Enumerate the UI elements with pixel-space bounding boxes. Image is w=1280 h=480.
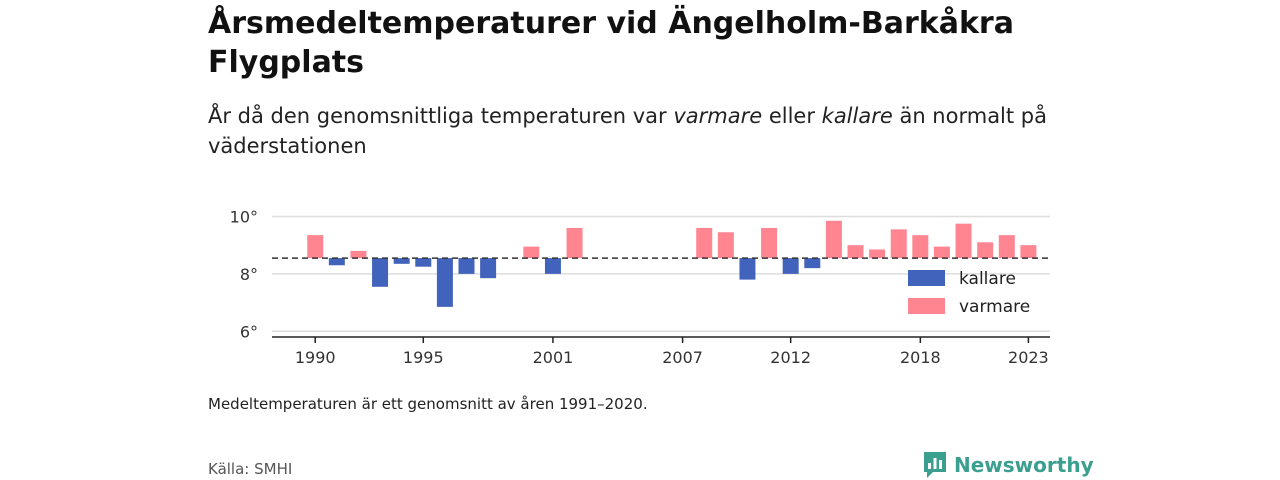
bar-colder	[804, 258, 821, 269]
x-tick-label: 2023	[1008, 348, 1049, 367]
chart-title: Årsmedeltemperaturer vid Ängelholm-Barkå…	[208, 6, 1014, 80]
bar-warmer	[825, 220, 842, 259]
x-tick-label: 2018	[900, 348, 941, 367]
subtitle-warm-word: varmare	[673, 104, 763, 128]
bar-warmer	[566, 227, 583, 259]
source-credit: Källa: SMHI	[208, 460, 293, 478]
y-tick-label: 10°	[230, 207, 258, 226]
x-tick-label: 1990	[295, 348, 336, 367]
chart-subtitle: År då den genomsnittliga temperaturen va…	[208, 101, 1068, 161]
bar-colder	[393, 258, 410, 264]
bar-warmer	[847, 245, 864, 259]
x-tick-label: 2001	[533, 348, 574, 367]
x-tick-label: 2007	[662, 348, 703, 367]
bar-warmer	[717, 232, 734, 259]
bar-colder	[372, 258, 389, 287]
bar-colder	[328, 258, 345, 266]
legend-label-cold: kallare	[959, 269, 1016, 289]
bar-colder	[458, 258, 475, 274]
newsworthy-logo: Newsworthy	[922, 450, 1094, 480]
subtitle-text-1: År då den genomsnittliga temperaturen va…	[208, 104, 674, 128]
subtitle-cold-word: kallare	[821, 104, 893, 128]
bar-colder	[739, 258, 756, 280]
subtitle-text-3: än normalt på väderstationen	[208, 104, 1047, 158]
bar-warmer	[977, 242, 994, 259]
x-tick-label: 1995	[403, 348, 444, 367]
legend-swatch-cold	[908, 270, 945, 286]
bar-warmer	[998, 235, 1015, 259]
bar-colder	[415, 258, 432, 267]
bar-warmer	[761, 227, 778, 259]
bar-warmer	[933, 246, 950, 259]
bar-warmer	[890, 229, 907, 259]
bar-colder	[782, 258, 799, 274]
y-tick-label: 8°	[240, 265, 258, 284]
bar-warmer	[523, 246, 540, 259]
brand-name: Newsworthy	[954, 453, 1094, 477]
bar-warmer	[350, 250, 367, 259]
bar-warmer	[307, 235, 324, 259]
newsworthy-chart-icon	[924, 452, 946, 478]
subtitle-text-2: eller	[762, 104, 822, 128]
bar-warmer	[696, 227, 713, 259]
bar-warmer	[955, 223, 972, 259]
x-tick-label: 2012	[770, 348, 811, 367]
bar-warmer	[912, 235, 929, 259]
legend-label-warm: varmare	[959, 297, 1030, 317]
bar-warmer	[1020, 245, 1037, 259]
bar-colder	[480, 258, 497, 279]
legend-swatch-warm	[908, 298, 945, 314]
bar-colder	[436, 258, 453, 307]
footnote: Medeltemperaturen är ett genomsnitt av å…	[208, 395, 648, 413]
bar-colder	[544, 258, 561, 274]
y-tick-label: 6°	[240, 322, 258, 341]
bar-warmer	[869, 249, 886, 259]
